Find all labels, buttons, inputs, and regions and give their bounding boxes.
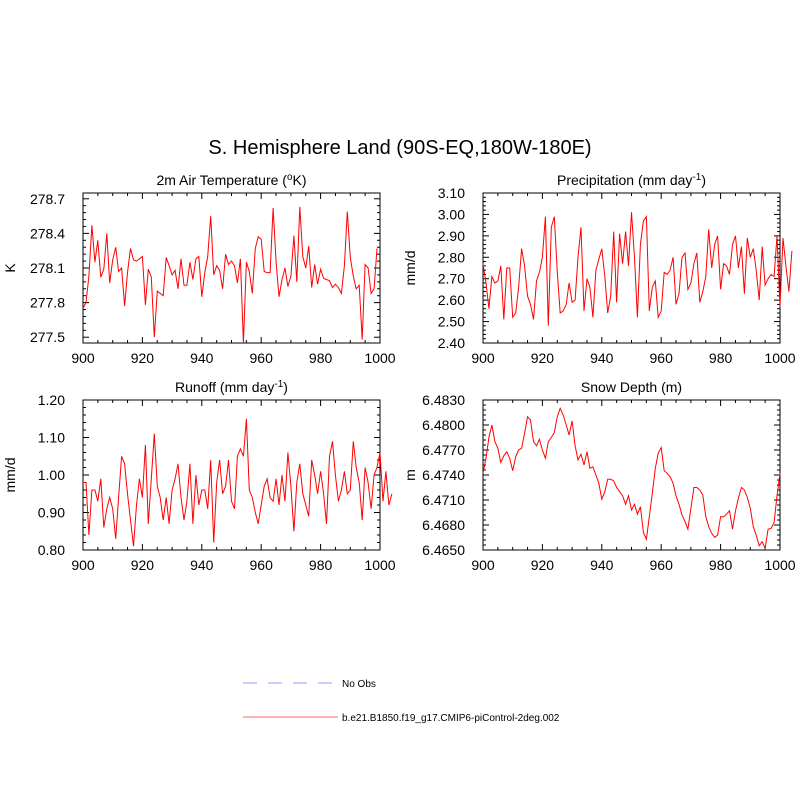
- x-tick-label: 900: [71, 350, 95, 366]
- x-tick-label: 1000: [364, 350, 395, 366]
- panel-title-part: ): [283, 379, 288, 395]
- plot-frame: [82, 192, 381, 344]
- x-tick-label: 920: [131, 557, 155, 573]
- y-tick-label: 6.4830: [422, 392, 465, 408]
- y-tick-label: 277.5: [30, 329, 65, 345]
- y-tick-label: 1.00: [38, 467, 65, 483]
- y-tick-label: 278.4: [30, 225, 65, 241]
- y-tick-label: 2.80: [438, 249, 465, 265]
- legend-label-obs: No Obs: [342, 679, 376, 690]
- plot-frame: [482, 399, 781, 551]
- panel-title-superscript: -1: [274, 379, 283, 390]
- panel-title-part: ): [701, 172, 706, 188]
- series-line: [482, 212, 793, 326]
- x-tick-label: 920: [531, 557, 555, 573]
- y-tick-label: 3.10: [438, 185, 465, 201]
- x-tick-label: 960: [650, 557, 674, 573]
- x-tick-label: 920: [531, 350, 555, 366]
- y-tick-label: 0.90: [38, 505, 65, 521]
- y-tick-label: 6.4710: [422, 492, 465, 508]
- x-tick-label: 940: [190, 557, 214, 573]
- y-axis-label: m: [402, 469, 418, 481]
- x-tick-label: 1000: [764, 350, 795, 366]
- x-tick-label: 900: [71, 557, 95, 573]
- x-tick-label: 920: [131, 350, 155, 366]
- series-line: [83, 418, 393, 547]
- panel-title-superscript: -1: [692, 172, 701, 183]
- panel-title: Snow Depth (m): [581, 379, 682, 395]
- panel-snow-depth: Snow Depth (m) 900 920 940 960 980 1000 6.4650 6…: [402, 379, 796, 573]
- y-tick-label: 278.1: [30, 260, 65, 276]
- y-axis-label: mm/d: [402, 251, 418, 286]
- series-line: [482, 406, 781, 551]
- y-tick-label: 278.7: [30, 191, 65, 207]
- panel-title-superscript: o: [287, 172, 293, 183]
- y-tick-label: 1.10: [38, 430, 65, 446]
- y-tick-label: 6.4650: [422, 542, 465, 558]
- x-tick-label: 980: [309, 350, 333, 366]
- y-tick-label: 277.8: [30, 295, 65, 311]
- figure-title: S. Hemisphere Land (90S-EQ,180W-180E): [208, 137, 591, 159]
- y-tick-label: 2.90: [438, 228, 465, 244]
- x-tick-label: 980: [709, 557, 733, 573]
- panel-title: Precipitation (mm day-1): [557, 172, 706, 189]
- x-tick-label: 900: [471, 350, 495, 366]
- x-tick-label: 960: [250, 557, 274, 573]
- x-tick-label: 980: [309, 557, 333, 573]
- x-tick-label: 1000: [364, 557, 395, 573]
- panel-air-temperature: 2m Air Temperature (oK) 900 920 940 960 980 10…: [2, 172, 396, 367]
- panel-title-part: 2m Air Temperature (: [156, 172, 287, 188]
- y-axis-label: mm/d: [2, 458, 18, 493]
- x-tick-label: 960: [250, 350, 274, 366]
- y-tick-label: 6.4770: [422, 442, 465, 458]
- x-tick-label: 940: [590, 557, 614, 573]
- x-tick-label: 1000: [764, 557, 795, 573]
- panel-runoff: Runoff (mm day-1) 900 920 940 960 980 1000 0.80…: [2, 379, 396, 574]
- y-tick-label: 2.50: [438, 314, 465, 330]
- y-tick-label: 6.4800: [422, 417, 465, 433]
- y-tick-label: 2.70: [438, 271, 465, 287]
- panel-title: Runoff (mm day-1): [175, 379, 288, 396]
- y-tick-label: 2.60: [438, 292, 465, 308]
- panel-title-part: Precipitation (mm day: [557, 172, 692, 188]
- panel-title-part: K): [293, 172, 307, 188]
- panel-precipitation: Precipitation (mm day-1) 900 920 940 960 980 1…: [402, 172, 796, 367]
- x-tick-label: 980: [709, 350, 733, 366]
- y-tick-label: 6.4740: [422, 467, 465, 483]
- legend: No Obs b.e21.B1850.f19_g17.CMIP6-piContr…: [243, 679, 560, 724]
- x-tick-label: 940: [190, 350, 214, 366]
- y-tick-label: 0.80: [38, 542, 65, 558]
- panel-title-part: Runoff (mm day: [175, 379, 274, 395]
- x-tick-label: 960: [650, 350, 674, 366]
- series-line: [82, 206, 378, 344]
- panel-title-part: Snow Depth (m): [581, 379, 682, 395]
- y-tick-label: 3.00: [438, 206, 465, 222]
- y-axis-label: K: [2, 263, 18, 273]
- y-tick-label: 6.4680: [422, 517, 465, 533]
- x-tick-label: 900: [471, 557, 495, 573]
- x-tick-label: 940: [590, 350, 614, 366]
- y-tick-label: 2.40: [438, 335, 465, 351]
- y-tick-label: 1.20: [38, 392, 65, 408]
- legend-label-model: b.e21.B1850.f19_g17.CMIP6-piControl-2deg…: [342, 713, 560, 724]
- panel-title: 2m Air Temperature (oK): [156, 172, 306, 189]
